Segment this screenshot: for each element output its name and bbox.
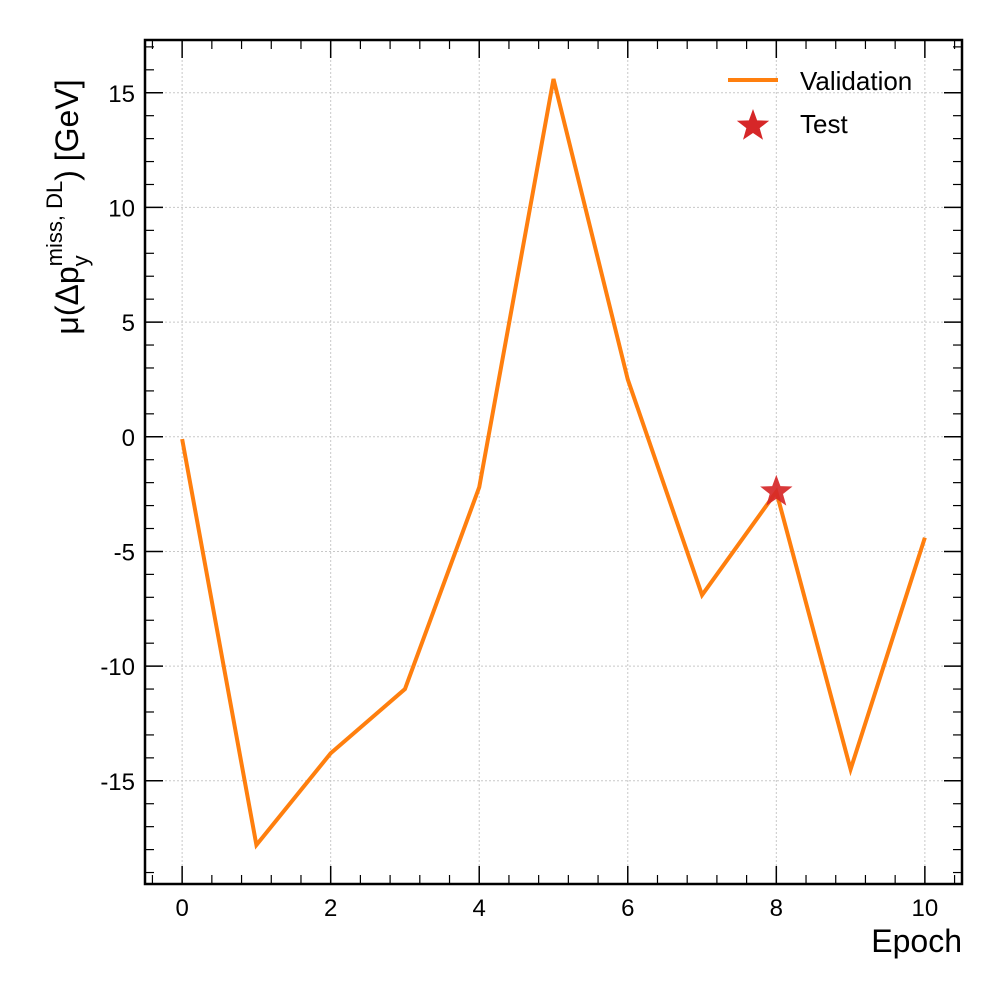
- y-tick-label: 0: [122, 425, 135, 452]
- validation-line: [180, 78, 927, 850]
- y-tick-label: -5: [114, 539, 135, 566]
- x-tick-labels: 0 2 4 6 8 10: [175, 895, 938, 922]
- legend-test-label: Test: [800, 109, 848, 139]
- y-tick-label: 5: [122, 310, 135, 337]
- major-ticks: [145, 40, 962, 884]
- y-axis-label: μ(Δpymiss, DL) [GeV]: [42, 79, 93, 334]
- x-tick-label: 6: [621, 895, 634, 922]
- y-axis-label-prefix: μ(Δp: [49, 266, 85, 334]
- x-tick-label: 0: [175, 895, 188, 922]
- y-axis-label-suffix: ) [GeV]: [49, 79, 85, 180]
- x-axis-label: Epoch: [871, 923, 962, 959]
- y-tick-label: 10: [108, 195, 135, 222]
- x-tick-label: 8: [770, 895, 783, 922]
- test-star-point: [760, 474, 793, 506]
- grid: [145, 40, 962, 884]
- legend-test-star-icon: [736, 109, 770, 140]
- legend-validation-label: Validation: [800, 66, 912, 96]
- x-tick-label: 10: [912, 895, 939, 922]
- plot-frame: [143, 38, 964, 886]
- y-tick-label: -10: [100, 654, 135, 681]
- y-axis-label-superscript: miss, DL: [42, 181, 67, 267]
- y-tick-label: 15: [108, 81, 135, 108]
- minor-ticks: [145, 40, 962, 884]
- x-tick-label: 2: [324, 895, 337, 922]
- x-tick-label: 4: [473, 895, 486, 922]
- y-tick-label: -15: [100, 769, 135, 796]
- y-axis-label-subscript: y: [68, 255, 93, 266]
- legend: Validation Test: [728, 66, 912, 140]
- y-tick-labels: -15 -10 -5 0 5 10 15: [100, 81, 135, 796]
- plot-series: [180, 78, 927, 850]
